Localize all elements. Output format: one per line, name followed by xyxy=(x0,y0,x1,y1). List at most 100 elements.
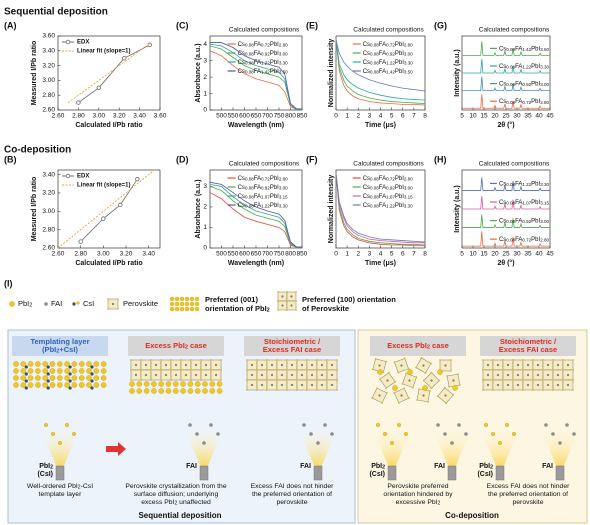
x-tick-label: 8 xyxy=(423,251,427,258)
perovskite-corner xyxy=(140,379,142,381)
x-tick-label: 45 xyxy=(546,251,554,258)
perovskite-center xyxy=(250,373,254,377)
pbi2-icon xyxy=(189,296,195,302)
fai-icon xyxy=(450,441,454,445)
series-line xyxy=(335,39,426,106)
x-axis-label: 2θ (°) xyxy=(497,121,514,129)
pbi2-icon xyxy=(158,388,164,394)
y-tick-label: 3.00 xyxy=(42,77,55,84)
x-tick-label: 1 xyxy=(345,113,349,120)
pbi2-icon xyxy=(397,423,402,428)
section-title: Sequential deposition xyxy=(4,7,108,18)
legend-label: Cs0.08FA1.22PbI3.30 xyxy=(238,203,288,209)
perovskite-center xyxy=(516,383,520,387)
series-line xyxy=(462,195,550,210)
legend-marker xyxy=(65,173,71,179)
series-line xyxy=(335,39,426,101)
perovskite-cell xyxy=(140,359,152,371)
perovskite-corner xyxy=(430,387,433,390)
y-tick-label: 0 xyxy=(203,107,207,114)
perovskite-corner xyxy=(522,369,524,371)
pbi2-icon xyxy=(165,388,172,394)
panel-caption: Excess FAI does not hinder xyxy=(487,483,570,490)
pbi2-icon xyxy=(169,296,175,302)
perovskite-cell xyxy=(286,291,297,302)
legend-label: Cs0.08FA0.72PbI2.80 xyxy=(238,42,288,48)
fai-icon xyxy=(572,432,576,436)
perovskite-corner xyxy=(562,369,564,371)
legend-label: Cs0.08FA0.92PbI3.00 xyxy=(363,51,413,57)
x-tick-label: 3.60 xyxy=(154,113,167,120)
panel-title: Stoichiometric / xyxy=(500,337,557,346)
perovskite-corner xyxy=(371,397,374,400)
perovskite-corner xyxy=(457,373,459,376)
perovskite-corner xyxy=(277,300,279,302)
perovskite-corner xyxy=(246,369,248,371)
perovskite-cell xyxy=(246,379,258,391)
pbi2-icon xyxy=(136,388,143,394)
perovskite-corner xyxy=(562,359,564,361)
perovskite-corner xyxy=(140,359,142,361)
perovskite-center xyxy=(214,363,218,367)
x-axis-label: Time (μs) xyxy=(365,122,396,129)
perovskite-center xyxy=(536,383,540,387)
perovskite-cell xyxy=(446,373,461,388)
pbi2-icon xyxy=(179,296,185,302)
perovskite-corner xyxy=(420,357,423,359)
source-nozzle xyxy=(199,465,209,481)
perovskite-cell xyxy=(160,359,172,371)
y-tick-label: 2 xyxy=(203,204,207,211)
source-nozzle xyxy=(555,465,565,481)
perovskite-corner xyxy=(336,379,338,381)
pbi2-icon xyxy=(71,375,78,381)
perovskite-center xyxy=(526,363,530,367)
panel-caption: template layer xyxy=(39,491,82,498)
pbi2-icon xyxy=(71,368,78,374)
perovskite-corner xyxy=(296,369,298,371)
x-tick-label: 15 xyxy=(480,113,488,120)
perovskite-corner xyxy=(502,389,504,391)
pbi2-icon xyxy=(86,375,92,381)
pbi2-icon xyxy=(498,441,503,446)
perovskite-cell xyxy=(130,369,142,381)
perovskite-center xyxy=(556,383,560,387)
perovskite-corner xyxy=(542,389,544,391)
perovskite-corner xyxy=(286,309,288,311)
perovskite-center xyxy=(546,363,550,367)
perovskite-corner xyxy=(276,379,278,381)
perovskite-corner xyxy=(276,389,278,391)
legend-label: Linear fit (slope=1) xyxy=(77,49,131,55)
perovskite-center xyxy=(486,363,490,367)
perovskite-corner xyxy=(306,389,308,391)
x-tick-label: 850 xyxy=(297,251,308,258)
legend-label: Cs0.08FA0.92PbI3.00 xyxy=(238,185,288,191)
perovskite-center xyxy=(310,383,314,387)
series-line xyxy=(80,178,138,242)
perovskite-corner xyxy=(428,390,431,392)
source-label: (CsI) xyxy=(37,471,53,478)
perovskite-center xyxy=(444,394,447,397)
x-tick-label: 700 xyxy=(262,113,273,120)
perovskite-corner xyxy=(552,379,554,381)
legend-marker xyxy=(65,39,71,45)
legend-label: Cs0.08FA1.22PbI3.30 xyxy=(499,64,549,70)
perovskite-cell xyxy=(502,359,514,371)
x-tick-label: 15 xyxy=(480,251,488,258)
perovskite-corner xyxy=(532,369,534,371)
perovskite-center xyxy=(422,394,425,397)
perovskite-center xyxy=(204,373,208,377)
perovskite-corner xyxy=(430,362,432,365)
panel-caption: orientation hindered by xyxy=(383,491,453,498)
x-tick-label: 0 xyxy=(334,251,338,258)
perovskite-center xyxy=(330,383,334,387)
legend-label: Cs0.08FA1.22PbI3.30 xyxy=(363,60,413,66)
perovskite-corner xyxy=(190,359,192,361)
pbi2-icon xyxy=(100,368,107,374)
perovskite-corner xyxy=(552,359,554,361)
legend-label: Cs0.08FA0.72PbI2.80 xyxy=(238,176,288,182)
perovskite-center xyxy=(260,373,264,377)
pbi2-icon xyxy=(78,368,85,374)
pbi2-icon xyxy=(57,375,63,381)
legend-label: Cs0.08FA0.72PbI2.80 xyxy=(499,99,549,105)
